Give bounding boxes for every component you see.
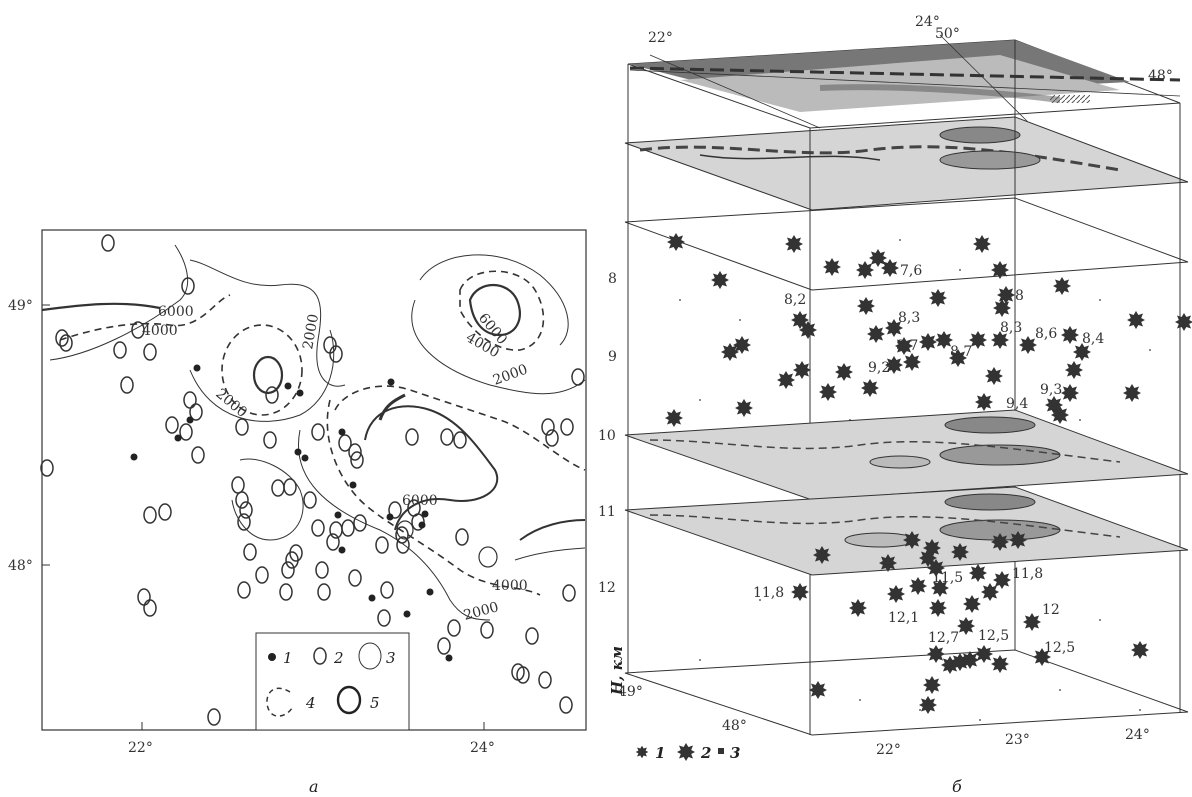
legend-a: 1 2 3 4 5 — [255, 632, 410, 731]
stars-upper — [665, 233, 1192, 427]
depth-value: 9,3 — [1040, 382, 1062, 398]
depth-value: 9,4 — [1006, 396, 1028, 412]
base-lon-label: 22° — [876, 742, 901, 758]
contour-label: 6000 — [402, 493, 438, 509]
epicentre-dots — [130, 364, 453, 662]
depth-tick: 10 — [598, 428, 616, 444]
plane-11km — [624, 486, 1189, 576]
depth-tick: 8 — [608, 271, 617, 287]
panel-b-block: 22° 24° 50° 48° — [598, 14, 1192, 796]
lat-label: 48° — [8, 558, 33, 574]
grid-dots — [679, 239, 1151, 721]
legend-label: 2 — [700, 744, 711, 762]
depth-value: 7,6 — [900, 263, 922, 279]
depth-tick: 9 — [608, 349, 617, 365]
depth-value: 11,8 — [1012, 566, 1043, 582]
depth-value: 12,5 — [1044, 640, 1075, 656]
top-lon-label: 22° — [648, 30, 673, 46]
depth-value: 11,8 — [753, 585, 784, 601]
depth-value: 8,3 — [1000, 320, 1022, 336]
large-circle — [396, 520, 414, 540]
base-lon-label: 24° — [1125, 727, 1150, 743]
base-lat-label: 48° — [722, 718, 747, 734]
depth-tick: 12 — [598, 580, 616, 596]
contour-label: 6000 — [158, 304, 194, 320]
lon-label: 22° — [128, 740, 153, 756]
value-labels: 7,6 8,2 8 8,3 8,3 8,6 8,4 8,7 8,7 9,2 9,… — [753, 263, 1104, 656]
depth-value: 9,2 — [868, 360, 890, 376]
base-lon-label: 23° — [1005, 732, 1030, 748]
legend-label: 1 — [283, 649, 293, 667]
legend-label: 5 — [370, 694, 380, 712]
top-map-plane: 22° 24° 50° 48° — [627, 14, 1181, 129]
legend-label: 1 — [655, 744, 665, 762]
base-lat-label: 49° — [618, 684, 643, 700]
legend-label: 3 — [730, 744, 740, 762]
depth-axis-label: H, км — [608, 646, 626, 696]
map-ticks — [42, 304, 485, 730]
top-lat-label: 48° — [1148, 68, 1173, 84]
panel-a-map: 6000 4000 2000 2000 6000 4000 2000 6000 … — [8, 229, 587, 796]
large-circle — [478, 546, 498, 568]
contour-label: 2000 — [462, 599, 501, 624]
lon-label: 24° — [470, 740, 495, 756]
plane-10km — [624, 409, 1189, 501]
contour-label: 2000 — [212, 386, 250, 421]
depth-tick: 11 — [598, 504, 616, 520]
lat-label: 49° — [8, 298, 33, 314]
panel-b-caption: б — [952, 777, 962, 796]
top-lon-label: 24° — [915, 14, 940, 30]
contour-label: 2000 — [300, 313, 322, 351]
depth-value: 12,5 — [978, 628, 1009, 644]
legend-label: 3 — [386, 649, 396, 667]
legend-label: 4 — [305, 694, 316, 712]
depth-value: 8,6 — [1035, 326, 1057, 342]
contour-label: 4000 — [492, 578, 528, 594]
panel-a-caption: a — [309, 777, 319, 796]
depth-value: 8,2 — [784, 292, 806, 308]
depth-value: 12,1 — [888, 610, 919, 626]
plane-2 — [624, 116, 1189, 211]
depth-value: 11,5 — [932, 570, 963, 586]
epicentre-circles — [40, 234, 585, 726]
top-lat-label: 50° — [935, 26, 960, 42]
legend-b: 1 2 3 — [635, 743, 740, 762]
depth-value: 12,7 — [928, 630, 959, 646]
contour-label: 2000 — [491, 362, 530, 389]
depth-ticks: 8 9 10 11 12 — [598, 271, 617, 596]
contour-lines — [41, 244, 586, 621]
depth-value: 8,3 — [898, 310, 920, 326]
depth-value: 8 — [1015, 288, 1024, 304]
depth-value: 8,7 — [950, 344, 972, 360]
depth-value: 12 — [1042, 602, 1060, 618]
depth-value: 8,7 — [896, 338, 918, 354]
contour-label: 4000 — [142, 323, 178, 339]
depth-value: 8,4 — [1082, 331, 1104, 347]
legend-label: 2 — [333, 649, 344, 667]
